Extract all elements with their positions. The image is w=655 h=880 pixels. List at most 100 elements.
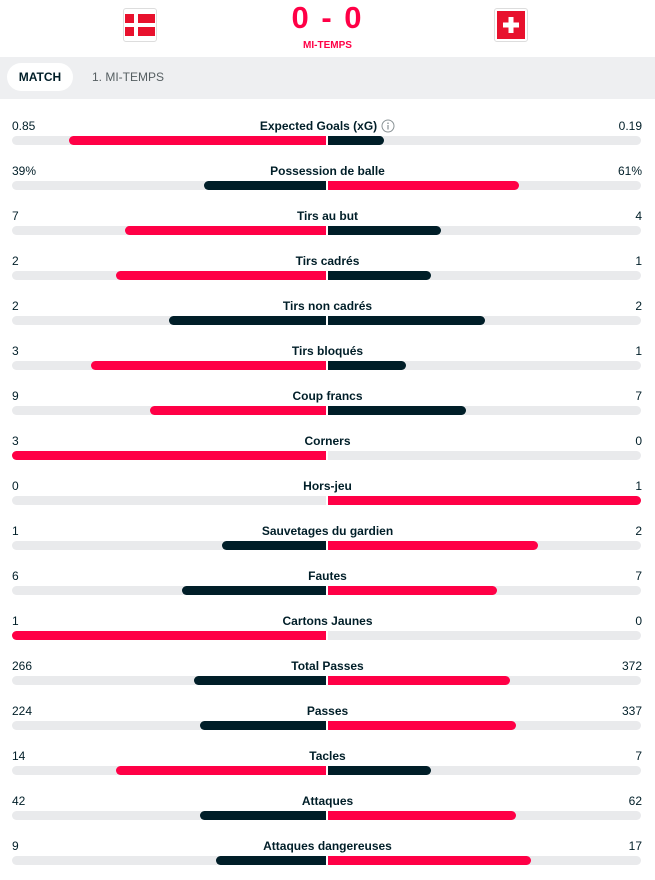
home-bar-track — [12, 181, 326, 190]
home-bar-fill — [12, 451, 326, 460]
away-bar-fill — [328, 721, 516, 730]
stat-row-coup-francs: 9 Coup francs 7 — [0, 383, 655, 428]
away-bar-track — [328, 406, 641, 415]
away-bar-fill — [328, 811, 516, 820]
stat-label-text: Passes — [306, 704, 349, 718]
home-value: 14 — [12, 749, 26, 763]
stat-label-text: Fautes — [308, 569, 347, 583]
stat-label: Total Passes — [0, 658, 655, 674]
away-value: 337 — [621, 704, 642, 718]
away-bar-fill — [328, 541, 538, 550]
home-bar-fill — [200, 721, 326, 730]
home-bar-track — [12, 541, 326, 550]
away-value: 61% — [617, 164, 642, 178]
away-bar-track — [328, 316, 641, 325]
stat-label-text: Total Passes — [291, 659, 364, 673]
stat-row-passes: 224 Passes 337 — [0, 698, 655, 743]
home-value: 9 — [12, 389, 19, 403]
switzerland-flag-graphic — [497, 11, 525, 39]
denmark-flag-icon[interactable] — [123, 8, 157, 42]
home-bar-track — [12, 676, 326, 685]
home-value: 0 — [12, 479, 19, 493]
away-value: 0 — [635, 614, 642, 628]
away-value: 4 — [635, 209, 642, 223]
home-bar-track — [12, 136, 326, 145]
stat-label-text: Attaques dangereuses — [263, 839, 392, 853]
denmark-flag-graphic — [125, 14, 155, 36]
stat-row-possession-de-balle: 39% Possession de balle 61% — [0, 158, 655, 203]
away-bar-fill — [328, 856, 532, 865]
home-bar-fill — [68, 136, 326, 145]
away-bar-track — [328, 451, 641, 460]
away-bar-fill — [328, 181, 519, 190]
home-bar-fill — [115, 271, 326, 280]
home-bar-track — [12, 271, 326, 280]
away-bar-fill — [328, 766, 432, 775]
stat-label-text: Tirs au but — [296, 209, 359, 223]
away-bar-fill — [328, 316, 485, 325]
home-value: 0.85 — [12, 119, 36, 133]
away-bar-fill — [328, 406, 466, 415]
away-bar-track — [328, 226, 641, 235]
stat-label-text: Tirs bloqués — [291, 344, 364, 358]
stat-label: Hors-jeu — [0, 478, 655, 494]
away-value: 7 — [635, 569, 642, 583]
away-value: 2 — [635, 524, 642, 538]
home-bar-track — [12, 361, 326, 370]
home-value: 42 — [12, 794, 26, 808]
stat-label: Corners — [0, 433, 655, 449]
stat-label: Fautes — [0, 568, 655, 584]
away-value: 1 — [635, 479, 642, 493]
stat-row-tirs-bloques: 3 Tirs bloqués 1 — [0, 338, 655, 383]
tab-first-half[interactable]: 1. MI-TEMPS — [91, 70, 164, 84]
stat-label: Attaques — [0, 793, 655, 809]
stat-row-fautes: 6 Fautes 7 — [0, 563, 655, 608]
stats-tab-bar: MATCH 1. MI-TEMPS — [0, 57, 655, 99]
stat-label: Tirs cadrés — [0, 253, 655, 269]
tab-match[interactable]: MATCH — [7, 63, 73, 91]
home-value: 2 — [12, 299, 19, 313]
home-bar-track — [12, 406, 326, 415]
away-bar-track — [328, 136, 641, 145]
stat-row-hors-jeu: 0 Hors-jeu 1 — [0, 473, 655, 518]
home-bar-track — [12, 721, 326, 730]
away-bar-fill — [328, 226, 441, 235]
match-score: 0 - 0 — [291, 0, 364, 35]
stat-row-tacles: 14 Tacles 7 — [0, 743, 655, 788]
away-bar-track — [328, 181, 641, 190]
match-header: 0 - 0 MI-TEMPS — [0, 0, 655, 57]
stat-label-text: Cartons Jaunes — [282, 614, 373, 628]
away-value: 0.19 — [618, 119, 642, 133]
stat-label: Tirs non cadrés — [0, 298, 655, 314]
stat-row-corners: 3 Corners 0 — [0, 428, 655, 473]
stat-label: Possession de balle — [0, 163, 655, 179]
home-value: 1 — [12, 524, 19, 538]
info-icon[interactable] — [381, 119, 395, 133]
away-value: 372 — [621, 659, 642, 673]
away-value: 17 — [628, 839, 642, 853]
home-bar-fill — [200, 811, 326, 820]
home-bar-track — [12, 586, 326, 595]
home-bar-track — [12, 811, 326, 820]
home-bar-fill — [150, 406, 326, 415]
match-status: MI-TEMPS — [303, 40, 352, 51]
stat-label: Tirs bloqués — [0, 343, 655, 359]
stats-list: 0.85 Expected Goals (xG) 0.19 39% Possession… — [0, 113, 655, 878]
switzerland-flag-icon[interactable] — [494, 8, 528, 42]
away-bar-track — [328, 856, 641, 865]
stat-label: Expected Goals (xG) — [0, 118, 655, 134]
away-value: 62 — [628, 794, 642, 808]
away-bar-track — [328, 676, 641, 685]
away-bar-track — [328, 271, 641, 280]
stat-label: Coup francs — [0, 388, 655, 404]
away-value: 0 — [635, 434, 642, 448]
stat-label-text: Tirs cadrés — [295, 254, 360, 268]
away-bar-track — [328, 811, 641, 820]
home-bar-track — [12, 451, 326, 460]
stat-row-expected-goals-xg: 0.85 Expected Goals (xG) 0.19 — [0, 113, 655, 158]
home-bar-fill — [90, 361, 326, 370]
home-bar-fill — [12, 631, 326, 640]
away-bar-track — [328, 631, 641, 640]
stat-row-cartons-jaunes: 1 Cartons Jaunes 0 — [0, 608, 655, 653]
home-value: 7 — [12, 209, 19, 223]
